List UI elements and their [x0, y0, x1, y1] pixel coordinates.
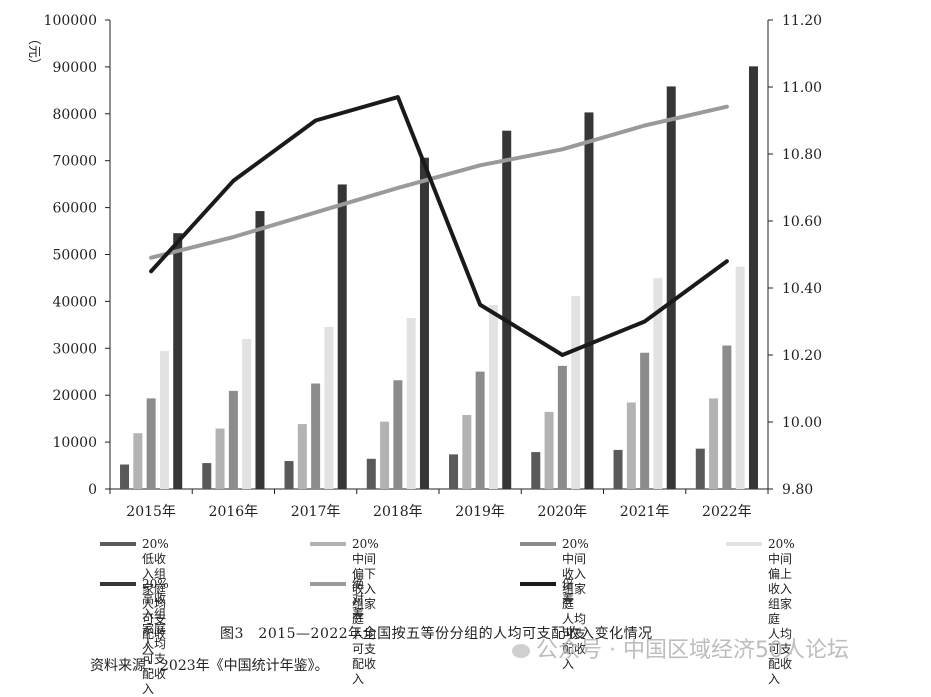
bar: [695, 448, 705, 489]
y-tick-label-left: 40000: [52, 294, 97, 310]
bar: [571, 295, 581, 489]
legend-label: 20%中间收入组家庭 人均可支配收入: [562, 537, 589, 671]
bar: [380, 421, 390, 489]
bar: [613, 449, 623, 489]
x-tick-label: 2015年: [126, 504, 176, 520]
y-tick-label-left: 20000: [52, 388, 97, 404]
bar: [709, 398, 719, 489]
bar: [666, 86, 676, 489]
watermark-text: 公众号 · 中国区域经济50人论坛: [536, 638, 849, 663]
bar: [748, 66, 758, 489]
y-tick-label-left: 70000: [52, 154, 97, 170]
bar: [146, 398, 156, 489]
bar: [419, 157, 429, 489]
absolute-gap-line: [149, 104, 729, 260]
bar: [242, 338, 252, 489]
bar: [202, 463, 212, 489]
chart: 0 10000 20000 30000 40000 50000 60000 70000 8000…: [26, 13, 823, 520]
bar: [584, 112, 594, 489]
legend-swatch: [520, 582, 556, 586]
x-tick-label: 2018年: [373, 504, 423, 520]
y-tick-label-left: 90000: [52, 60, 97, 76]
bar: [393, 380, 403, 489]
y-tick-label-left: 0: [88, 482, 97, 498]
legend-label: 20%低收入组家庭 人均可支配收入: [142, 537, 169, 656]
y-tick-label-left: 60000: [52, 201, 97, 217]
bar: [215, 428, 225, 489]
y-tick-label-left: 100000: [44, 13, 97, 29]
bar: [722, 345, 732, 489]
legend-swatch: [726, 542, 762, 546]
y-tick-label-right: 10.80: [782, 147, 822, 163]
bar: [653, 278, 663, 489]
bar: [228, 390, 238, 489]
bar: [324, 326, 334, 489]
legend-label: 20%高收入组家庭 人均可支配收入: [142, 577, 169, 696]
bar: [284, 461, 294, 489]
y-tick-label-right: 10.00: [782, 415, 822, 431]
bar: [120, 464, 130, 489]
bar: [557, 365, 567, 489]
lines: [149, 95, 729, 357]
bars: [120, 66, 758, 489]
legend-swatch: [100, 542, 136, 546]
y-tick-label-right: 9.80: [782, 482, 813, 498]
y-tick-label-left: 10000: [52, 435, 97, 451]
bar: [488, 305, 498, 489]
bar: [173, 233, 183, 489]
bar: [133, 433, 143, 489]
bar: [640, 352, 650, 489]
y-axis-label-left: （元）: [26, 32, 41, 71]
legend-label: 20%中间偏上收入组家庭 人均可支配收入: [768, 537, 795, 686]
wechat-icon: [512, 644, 530, 658]
y-tick-label-left: 30000: [52, 341, 97, 357]
ratio-line: [149, 95, 729, 357]
bar: [531, 452, 541, 489]
y-tick-label-right: 10.60: [782, 214, 822, 230]
legend-swatch: [520, 542, 556, 546]
y-tick-label-left: 80000: [52, 107, 97, 123]
y-tick-label-right: 11.20: [782, 13, 822, 29]
x-tick-label: 2021年: [620, 504, 670, 520]
x-tick-label: 2022年: [702, 504, 752, 520]
bar: [297, 424, 307, 489]
bar: [502, 130, 512, 489]
legend-swatch: [100, 582, 136, 586]
y-tick-label-left: 50000: [52, 248, 97, 264]
y-tick-label-right: 10.40: [782, 281, 822, 297]
x-tick-label: 2016年: [209, 504, 259, 520]
bar: [159, 350, 169, 489]
x-tick-label: 2019年: [455, 504, 505, 520]
watermark: 公众号 · 中国区域经济50人论坛: [512, 632, 849, 664]
x-tick-label: 2020年: [538, 504, 588, 520]
axes: 0 10000 20000 30000 40000 50000 60000 70000 8000…: [44, 13, 823, 520]
bar: [311, 383, 321, 489]
bar: [366, 458, 376, 489]
bar: [255, 211, 265, 489]
legend-label: 绝对差: [352, 577, 365, 621]
legend-label: 倍差: [562, 577, 575, 606]
figure-caption: 图3 2015—2022年全国按五等份分组的人均可支配收入变化情况: [220, 626, 653, 642]
legend-swatch: [310, 582, 346, 586]
bar: [406, 317, 416, 489]
bar: [337, 184, 347, 489]
x-tick-label: 2017年: [291, 504, 341, 520]
bar: [626, 402, 636, 489]
legend-label: 20%中间偏下收入组家庭 人均可支配收入: [352, 537, 379, 686]
bar: [462, 415, 472, 489]
y-tick-label-right: 10.20: [782, 348, 822, 364]
y-tick-label-right: 11.00: [782, 80, 822, 96]
bar: [449, 454, 459, 489]
bar: [735, 266, 745, 489]
bar: [475, 371, 485, 489]
bar: [544, 411, 554, 489]
legend-swatch: [310, 542, 346, 546]
source-note: 资料来源：2023年《中国统计年鉴》。: [90, 658, 329, 674]
